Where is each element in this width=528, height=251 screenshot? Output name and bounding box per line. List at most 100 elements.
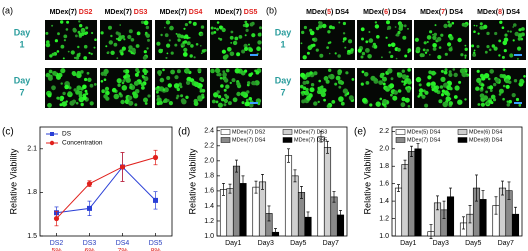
- y-tick-label: 2.0: [204, 158, 214, 165]
- cell: [479, 22, 483, 26]
- y-tick-label: 2.0: [379, 146, 389, 153]
- cell: [156, 90, 159, 94]
- cell: [164, 33, 169, 38]
- legend-swatch: [457, 137, 468, 143]
- cell: [256, 46, 261, 51]
- cell: [248, 43, 250, 46]
- x-tick-label: Day7: [323, 240, 339, 247]
- legend-label: DS: [62, 131, 72, 138]
- cell: [444, 52, 448, 56]
- row-label: Day: [14, 75, 31, 85]
- header-part: 5: [327, 9, 331, 16]
- cell: [432, 47, 437, 51]
- cell: [378, 80, 384, 85]
- cell: [381, 56, 383, 59]
- cell: [61, 101, 67, 107]
- cell: [434, 24, 437, 27]
- column-header: MDex(7) DS2: [50, 9, 93, 16]
- cell: [518, 28, 522, 32]
- cell: [486, 45, 490, 49]
- micrograph: [155, 20, 207, 60]
- cell: [407, 51, 410, 54]
- cell: [390, 93, 393, 97]
- cell: [51, 52, 55, 56]
- cell: [432, 35, 437, 40]
- cell: [426, 48, 429, 52]
- cell: [108, 25, 112, 30]
- cell: [401, 74, 407, 80]
- cell: [477, 32, 480, 35]
- cell: [337, 71, 342, 76]
- cell: [421, 94, 426, 99]
- cell: [234, 36, 239, 41]
- cell: [93, 83, 97, 86]
- cell: [312, 43, 316, 47]
- cell: [415, 76, 422, 83]
- cell: [449, 86, 453, 90]
- cell: [105, 90, 110, 96]
- cell: [453, 95, 458, 99]
- cell: [501, 26, 505, 30]
- cell: [443, 70, 448, 75]
- cell: [60, 44, 65, 49]
- cell: [509, 30, 512, 33]
- header-part: MDex(7): [160, 9, 189, 16]
- cell: [371, 45, 375, 48]
- cell: [433, 85, 438, 90]
- x-tick-label: Day7: [498, 240, 514, 247]
- cell: [183, 27, 186, 30]
- cell: [398, 23, 404, 29]
- cell: [390, 42, 396, 48]
- cell: [382, 99, 388, 104]
- cell: [67, 91, 72, 96]
- cell: [323, 76, 329, 81]
- cell: [389, 83, 395, 89]
- cell: [60, 82, 63, 85]
- cell: [458, 80, 462, 84]
- cell: [448, 47, 453, 52]
- cell: [337, 54, 342, 58]
- cell: [479, 93, 485, 99]
- x-tick-sublabel: 5%: [51, 248, 61, 251]
- cell: [326, 46, 329, 49]
- cell: [70, 50, 75, 55]
- cell: [401, 96, 406, 102]
- cell: [464, 98, 467, 101]
- cell: [140, 82, 145, 87]
- cell: [101, 89, 106, 94]
- legend-marker: [49, 140, 55, 146]
- cell: [197, 68, 202, 73]
- cell: [490, 94, 496, 100]
- cell: [397, 30, 401, 35]
- cell: [177, 38, 181, 42]
- point: [119, 164, 126, 170]
- cell: [465, 68, 468, 72]
- cell: [220, 97, 225, 102]
- cell: [241, 101, 245, 105]
- cell: [376, 103, 381, 107]
- cell: [56, 96, 60, 100]
- cell: [225, 68, 230, 73]
- cell: [75, 34, 78, 38]
- cell: [429, 30, 433, 34]
- cell: [402, 35, 407, 40]
- cell: [483, 24, 488, 29]
- cell: [72, 27, 77, 32]
- cell: [213, 31, 217, 34]
- cell: [423, 41, 427, 45]
- cell: [506, 100, 509, 103]
- cell: [216, 73, 220, 77]
- cell: [251, 80, 256, 86]
- cell: [217, 102, 223, 108]
- cell: [424, 103, 429, 108]
- cell: [193, 81, 200, 88]
- cell: [62, 91, 66, 96]
- cell: [218, 37, 220, 40]
- cell: [244, 20, 248, 24]
- cell: [85, 26, 89, 30]
- cell: [508, 99, 512, 104]
- cell: [197, 95, 203, 101]
- column-header: MDex(8) DS4: [477, 9, 520, 16]
- cell: [334, 82, 338, 86]
- header-part: 7: [441, 9, 445, 16]
